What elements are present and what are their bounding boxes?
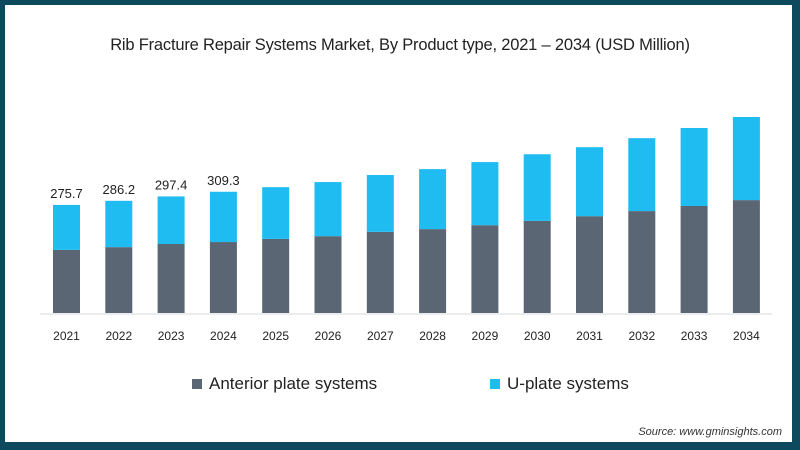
bar-anterior-2029	[471, 225, 499, 313]
bar-anterior-2026	[314, 236, 342, 313]
legend-item-uplate: U-plate systems	[490, 374, 629, 394]
bar-anterior-2030	[523, 220, 551, 313]
data-label-total: 275.7	[50, 186, 83, 201]
bar-uplate-2025	[262, 187, 290, 239]
bar-anterior-2034	[732, 200, 760, 313]
bar-uplate-2034	[732, 117, 760, 201]
legend-swatch-anterior	[192, 379, 202, 389]
legend-swatch-uplate	[490, 379, 500, 389]
x-tick-label: 2025	[262, 329, 289, 343]
bar-uplate-2021	[53, 204, 80, 250]
x-tick-label: 2032	[628, 329, 655, 343]
bar-uplate-2030	[523, 154, 551, 221]
x-tick-label: 2024	[210, 329, 237, 343]
bar-anterior-2025	[262, 238, 290, 313]
x-tick-label: 2023	[158, 329, 185, 343]
bar-uplate-2026	[314, 182, 342, 237]
bar-anterior-2028	[419, 229, 447, 313]
legend-label-uplate: U-plate systems	[507, 374, 629, 393]
bar-anterior-2022	[105, 247, 133, 313]
bar-anterior-2021	[53, 249, 80, 313]
bar-anterior-2031	[576, 216, 603, 313]
data-label-total: 297.4	[155, 177, 188, 192]
bar-uplate-2027	[366, 175, 394, 232]
x-tick-label: 2021	[53, 329, 80, 343]
source-note: Source: www.gminsights.com	[638, 426, 782, 438]
x-tick-label: 2026	[315, 329, 342, 343]
bar-uplate-2032	[628, 138, 656, 212]
bar-anterior-2027	[366, 231, 394, 313]
bar-uplate-2022	[105, 200, 133, 248]
bar-anterior-2032	[628, 211, 656, 313]
x-tick-label: 2030	[524, 329, 551, 343]
legend-item-anterior: Anterior plate systems	[192, 374, 377, 394]
bar-uplate-2023	[157, 196, 185, 245]
legend-label-anterior: Anterior plate systems	[209, 374, 378, 393]
x-tick-label: 2022	[105, 329, 132, 343]
x-tick-label: 2028	[419, 329, 446, 343]
x-tick-label: 2027	[367, 329, 394, 343]
bar-uplate-2033	[680, 127, 708, 206]
bar-anterior-2023	[157, 244, 185, 313]
bar-uplate-2024	[209, 191, 237, 243]
bar-uplate-2029	[471, 162, 499, 226]
chart-frame	[5, 5, 792, 442]
data-label-total: 286.2	[103, 182, 136, 197]
bar-uplate-2028	[419, 169, 447, 230]
bar-uplate-2031	[576, 147, 603, 217]
chart-title: Rib Fracture Repair Systems Market, By P…	[110, 36, 690, 54]
bar-anterior-2024	[209, 242, 237, 313]
x-tick-label: 2031	[576, 329, 603, 343]
data-label-total: 309.3	[207, 173, 240, 188]
x-tick-label: 2029	[472, 329, 499, 343]
x-tick-label: 2033	[681, 329, 708, 343]
x-tick-label: 2034	[733, 329, 760, 343]
bar-anterior-2033	[680, 205, 708, 313]
